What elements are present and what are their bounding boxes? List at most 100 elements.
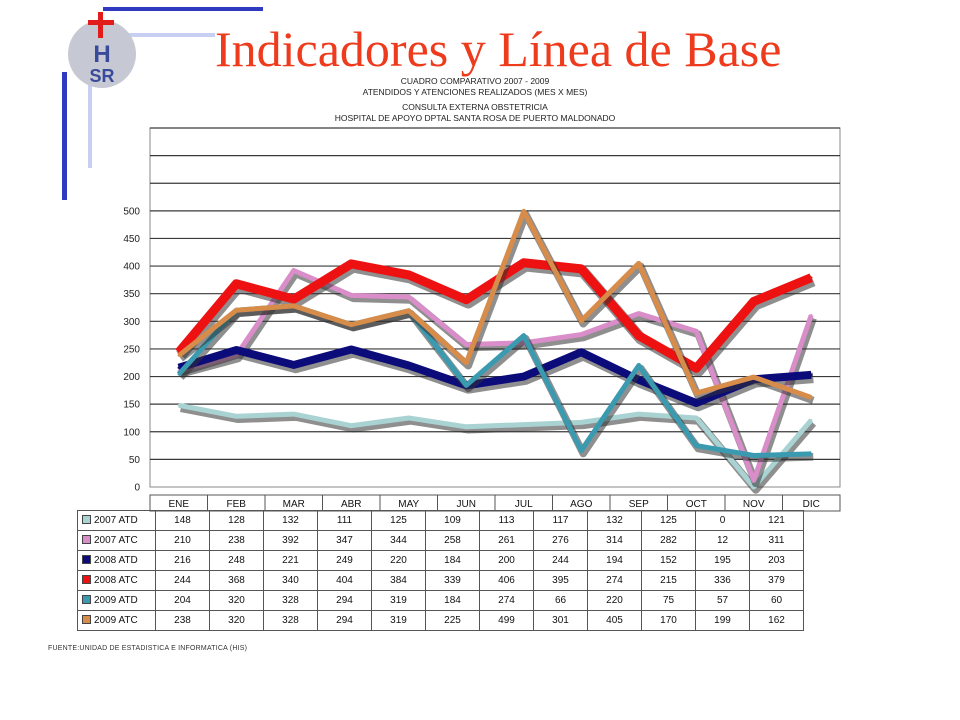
data-point — [350, 348, 353, 351]
table-cell: 249 — [317, 550, 372, 571]
table-cell: 184 — [425, 550, 480, 571]
table-cell: 200 — [479, 550, 534, 571]
data-point — [407, 273, 410, 277]
x-tick-label: FEB — [227, 499, 247, 510]
y-tick-label: 0 — [134, 483, 140, 494]
data-point — [350, 294, 353, 297]
data-point — [810, 373, 813, 377]
table-cell: 0 — [695, 510, 750, 531]
decor-bar-left — [62, 72, 67, 200]
table-cell: 75 — [641, 590, 696, 611]
data-point — [810, 452, 813, 456]
table-cell: 117 — [533, 510, 588, 531]
legend-swatch — [82, 575, 91, 584]
data-point — [235, 348, 238, 352]
data-point — [465, 361, 468, 364]
series-line — [177, 208, 813, 400]
data-point — [292, 269, 295, 272]
chart-subtitle-3: CONSULTA EXTERNA OBSTETRICIA — [402, 102, 548, 112]
data-point — [522, 423, 525, 426]
table-cell: 66 — [533, 590, 588, 611]
x-tick-label: ABR — [341, 499, 362, 510]
y-tick-label: 350 — [123, 289, 140, 300]
data-point — [637, 364, 640, 367]
x-tick-label: NOV — [743, 499, 765, 510]
table-cell: 220 — [371, 550, 426, 571]
chart-subtitle-4: HOSPITAL DE APOYO DPTAL SANTA ROSA DE PU… — [334, 113, 616, 123]
x-tick-label: JUL — [515, 499, 533, 510]
table-cell: 319 — [371, 610, 426, 631]
table-cell: 311 — [749, 530, 804, 551]
table-row: 2008 ATC 244 368 340 404 384 339 406 395 274 215 33… — [77, 570, 804, 591]
data-point — [235, 415, 238, 418]
x-tick-label: SEP — [629, 499, 649, 510]
table-cell: 109 — [425, 510, 480, 531]
table-cell: 111 — [317, 510, 372, 531]
table-cell: 344 — [371, 530, 426, 551]
table-cell: 379 — [749, 570, 804, 591]
data-point — [752, 300, 755, 303]
legend-entry: 2009 ATD — [77, 590, 156, 611]
table-cell: 125 — [371, 510, 426, 531]
chart-subtitle-2: ATENDIDOS Y ATENCIONES REALIZADOS (MES X… — [362, 87, 588, 97]
data-point — [810, 418, 813, 422]
table-cell: 314 — [587, 530, 642, 551]
table-cell: 216 — [155, 550, 210, 571]
legend-label: 2008 ATD — [94, 555, 138, 566]
table-row: 2007 ATC 210 238 392 347 344 258 261 276 314 282 12… — [77, 530, 804, 551]
legend-swatch — [82, 535, 91, 544]
table-cell: 340 — [263, 570, 318, 591]
data-point — [695, 444, 698, 447]
table-cell: 336 — [695, 570, 750, 591]
data-point — [695, 416, 698, 420]
y-tick-label: 450 — [123, 234, 140, 245]
table-cell: 128 — [209, 510, 264, 531]
table-cell: 132 — [587, 510, 642, 531]
data-point — [810, 396, 813, 399]
data-point — [810, 276, 813, 279]
x-tick-label: ENE — [168, 499, 189, 510]
table-cell: 204 — [155, 590, 210, 611]
data-point — [407, 309, 410, 313]
data-point — [695, 330, 698, 333]
data-point — [465, 298, 468, 301]
table-cell: 405 — [587, 610, 642, 631]
table-cell: 347 — [317, 530, 372, 551]
data-point — [522, 334, 525, 337]
legend-entry: 2009 ATC — [77, 610, 156, 631]
table-cell: 320 — [209, 610, 264, 631]
table-cell: 328 — [263, 590, 318, 611]
table-cell: 220 — [587, 590, 642, 611]
y-tick-label: 250 — [123, 344, 140, 355]
page-title: Indicadores y Línea de Base — [215, 21, 782, 77]
data-point — [522, 210, 525, 213]
data-point — [580, 267, 583, 271]
data-point — [407, 416, 410, 420]
table-cell: 294 — [317, 610, 372, 631]
series-line — [177, 345, 812, 408]
table-cell: 294 — [317, 590, 372, 611]
chart-subtitle-1: CUADRO COMPARATIVO 2007 - 2009 — [400, 76, 550, 86]
data-point — [637, 378, 640, 382]
table-cell: 132 — [263, 510, 318, 531]
decor-bar-light-vertical — [88, 30, 92, 168]
table-cell: 274 — [587, 570, 642, 591]
table-cell: 170 — [641, 610, 696, 631]
table-cell: 244 — [155, 570, 210, 591]
x-tick-label: JUN — [457, 499, 476, 510]
x-tick-label: MAY — [398, 499, 419, 510]
data-point — [350, 424, 353, 427]
data-point — [752, 479, 755, 482]
data-point — [580, 421, 583, 424]
data-point — [580, 351, 583, 354]
decor-bar-light-horizontal — [125, 33, 215, 37]
data-point — [177, 366, 180, 369]
y-tick-label: 300 — [123, 317, 140, 328]
data-point — [292, 304, 295, 308]
data-point — [235, 282, 238, 285]
table-row: 2007 ATD 148 128 132 111 125 109 113 117 132 125 0 1… — [77, 510, 804, 531]
source-note: FUENTE:UNIDAD DE ESTADISTICA E INFORMATI… — [48, 645, 248, 652]
table-cell: 248 — [209, 550, 264, 571]
decor-bar-top — [103, 7, 263, 11]
